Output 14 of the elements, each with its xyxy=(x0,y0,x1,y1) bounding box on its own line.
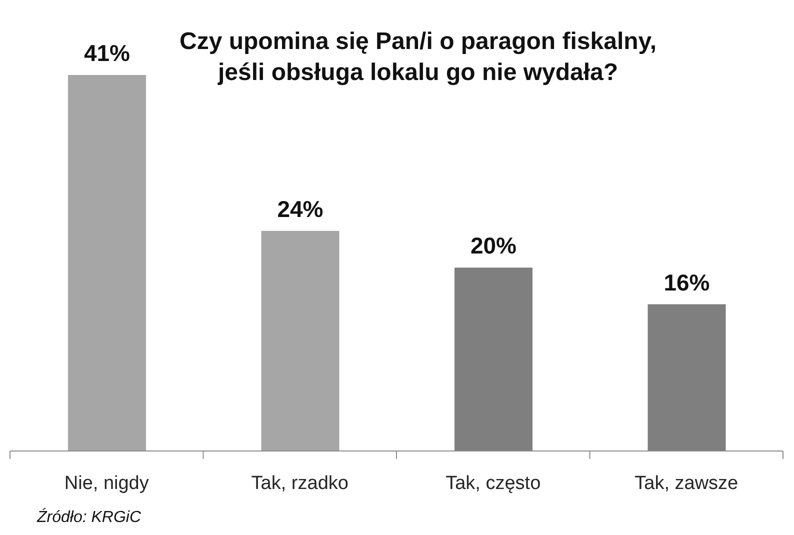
bar xyxy=(68,75,146,451)
text: Źródło: KRGiC xyxy=(37,509,142,527)
data-label: 20% xyxy=(470,232,517,259)
chart-title: Czy upomina się Pan/i o paragon fiskalny, jeśli obsługa lokalu go nie wydała? xyxy=(180,28,656,86)
bar xyxy=(648,304,726,451)
data-label: 24% xyxy=(277,196,324,222)
x-tick-label: Tak, zawsze xyxy=(634,473,738,494)
data-label: 41% xyxy=(84,40,130,66)
x-tick-label: Nie, nigdy xyxy=(64,473,150,494)
data-label: 16% xyxy=(664,269,710,296)
x-tick-label: Tak, często xyxy=(446,473,541,494)
bar xyxy=(454,268,532,451)
bar xyxy=(261,230,340,451)
x-tick-label: Tak, rzadko xyxy=(251,473,348,494)
